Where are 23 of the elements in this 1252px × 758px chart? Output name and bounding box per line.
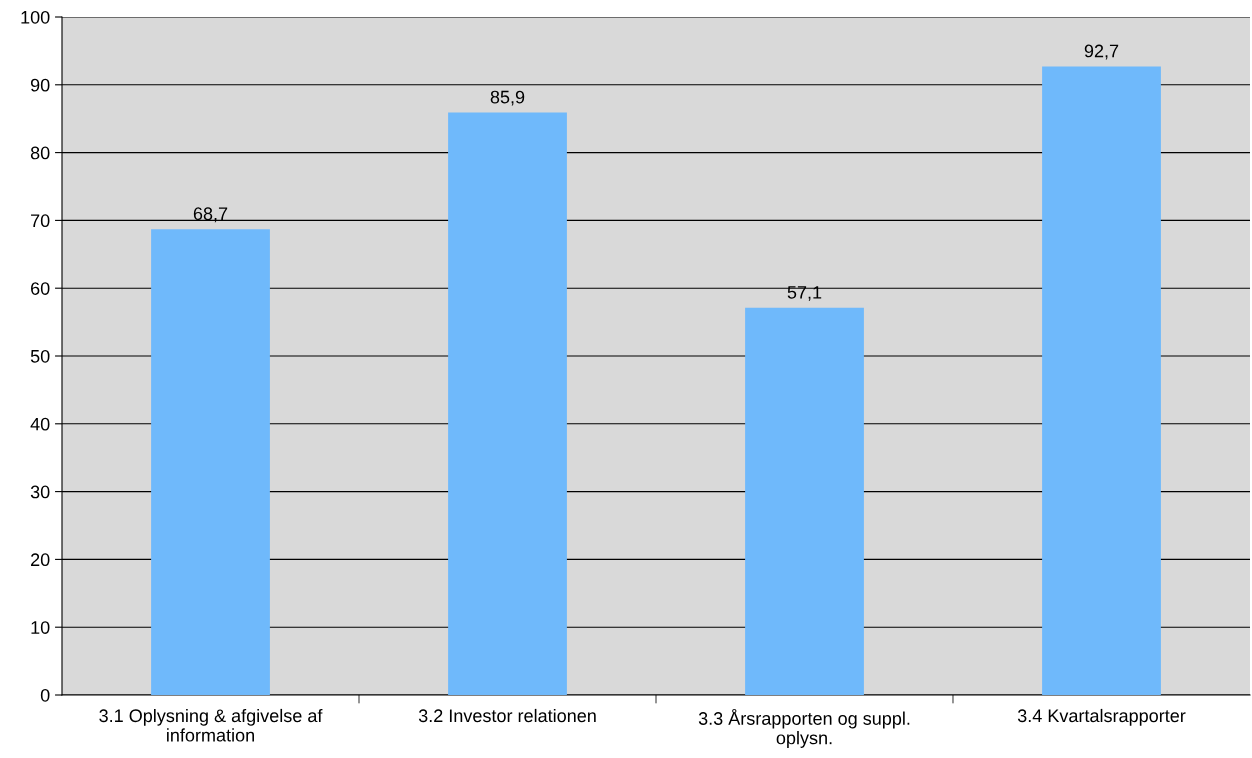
y-tick-label: 20 bbox=[31, 553, 50, 567]
y-tick-label: 40 bbox=[30, 417, 50, 431]
y-tick-label: 70 bbox=[31, 214, 50, 228]
y-tick-label: 80 bbox=[30, 146, 50, 160]
data-label: 68,7 bbox=[193, 207, 228, 223]
y-tick-label: 60 bbox=[31, 282, 50, 295]
y-tick-label: 0 bbox=[40, 688, 50, 702]
x-tick-label: 3.2 Investor relationen bbox=[418, 708, 596, 723]
data-label: 85,9 bbox=[490, 90, 525, 106]
bar bbox=[1042, 66, 1161, 695]
data-label: 57,1 bbox=[787, 286, 822, 301]
y-tick-label: 30 bbox=[30, 485, 50, 499]
bar bbox=[151, 229, 270, 695]
bar bbox=[448, 112, 567, 695]
y-tick-label: 10 bbox=[31, 621, 50, 634]
y-tick-label: 90 bbox=[30, 78, 50, 92]
data-label: 92,7 bbox=[1084, 44, 1119, 60]
y-tick-label: 50 bbox=[30, 349, 50, 363]
x-tick-label: 3.4 Kvartalsrapporter bbox=[1017, 708, 1186, 726]
x-tick-label: 3.1 Oplysning & afgivelse af information bbox=[99, 708, 323, 742]
x-tick-label: 3.3 Årsrapporten og suppl. oplysn. bbox=[698, 708, 910, 748]
bar bbox=[745, 307, 864, 695]
y-tick-label: 100 bbox=[21, 10, 50, 24]
